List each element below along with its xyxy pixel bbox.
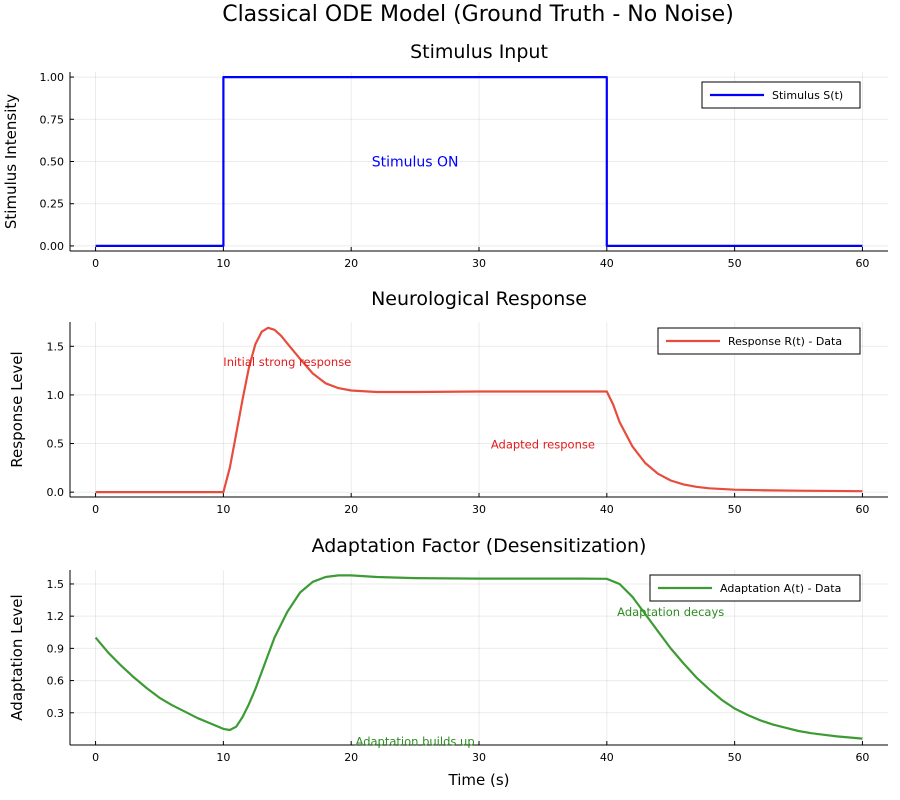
stimulus-legend-label: Stimulus S(t) <box>772 89 843 102</box>
adaptation-legend-label: Adaptation A(t) - Data <box>720 582 841 595</box>
adaptation-annotation: Adaptation decays <box>617 605 724 619</box>
adaptation-y-tick-label: 0.9 <box>47 642 65 655</box>
adaptation-y-tick-label: 0.3 <box>47 707 65 720</box>
response-title: Neurological Response <box>371 288 587 310</box>
response-annotation: Initial strong response <box>223 355 351 369</box>
response-y-tick-label: 1.0 <box>47 389 65 402</box>
stimulus-y-tick-label: 0.75 <box>40 113 65 126</box>
stimulus-annotation: Stimulus ON <box>372 155 459 171</box>
response-y-tick-label: 0.0 <box>47 486 65 499</box>
adaptation-x-tick-label: 40 <box>600 751 614 764</box>
response-x-tick-label: 0 <box>92 503 99 516</box>
response-y-tick-label: 0.5 <box>47 438 65 451</box>
stimulus-y-label: Stimulus Intensity <box>2 94 20 229</box>
stimulus-y-tick-label: 1.00 <box>40 71 65 84</box>
stimulus-x-tick-label: 10 <box>216 257 230 270</box>
adaptation-y-label: Adaptation Level <box>8 594 26 720</box>
response-x-tick-label: 30 <box>472 503 486 516</box>
response-x-tick-label: 50 <box>728 503 742 516</box>
stimulus-x-tick-label: 50 <box>728 257 742 270</box>
stimulus-panel: 0 10 20 30 40 50 60 0.00 0.25 0.50 0.75 1.00 Stimulu… <box>2 41 888 270</box>
adaptation-y-tick-label: 1.5 <box>47 578 65 591</box>
response-legend-label: Response R(t) - Data <box>728 335 842 348</box>
response-x-tick-label: 10 <box>216 503 230 516</box>
adaptation-x-tick-label: 20 <box>344 751 358 764</box>
response-series-line <box>95 326 863 494</box>
stimulus-x-tick-label: 40 <box>600 257 614 270</box>
adaptation-annotation: Adaptation builds up <box>356 735 475 749</box>
figure-title: Classical ODE Model (Ground Truth - No N… <box>222 2 734 27</box>
stimulus-x-tick-label: 0 <box>92 257 99 270</box>
stimulus-y-tick-label: 0.50 <box>40 156 65 169</box>
stimulus-title: Stimulus Input <box>410 41 548 63</box>
adaptation-title: Adaptation Factor (Desensitization) <box>312 535 647 557</box>
stimulus-x-tick-label: 20 <box>344 257 358 270</box>
stimulus-y-tick-label: 0.25 <box>40 198 65 211</box>
stimulus-x-tick-label: 60 <box>855 257 869 270</box>
stimulus-x-tick-label: 30 <box>472 257 486 270</box>
response-x-tick-label: 60 <box>855 503 869 516</box>
adaptation-x-label: Time (s) <box>448 771 510 789</box>
response-x-tick-label: 20 <box>344 503 358 516</box>
adaptation-x-tick-label: 0 <box>92 751 99 764</box>
adaptation-panel: 0 10 20 30 40 50 60 0.3 0.6 0.9 1.2 1.5 Adaptation F… <box>8 535 888 789</box>
stimulus-series-line <box>95 75 863 247</box>
adaptation-x-tick-label: 10 <box>216 751 230 764</box>
adaptation-x-tick-label: 50 <box>728 751 742 764</box>
adaptation-y-tick-label: 0.6 <box>47 675 65 688</box>
adaptation-y-tick-label: 1.2 <box>47 610 65 623</box>
adaptation-x-tick-label: 60 <box>855 751 869 764</box>
stimulus-y-tick-label: 0.00 <box>40 240 65 253</box>
response-y-tick-label: 1.5 <box>47 340 65 353</box>
response-x-tick-label: 40 <box>600 503 614 516</box>
response-annotation: Adapted response <box>491 438 595 452</box>
adaptation-x-tick-label: 30 <box>472 751 486 764</box>
adaptation-series-line <box>94 574 863 740</box>
response-y-label: Response Level <box>8 351 26 467</box>
response-panel: 0 10 20 30 40 50 60 0.0 0.5 1.0 1.5 Neurological Re… <box>8 288 888 516</box>
